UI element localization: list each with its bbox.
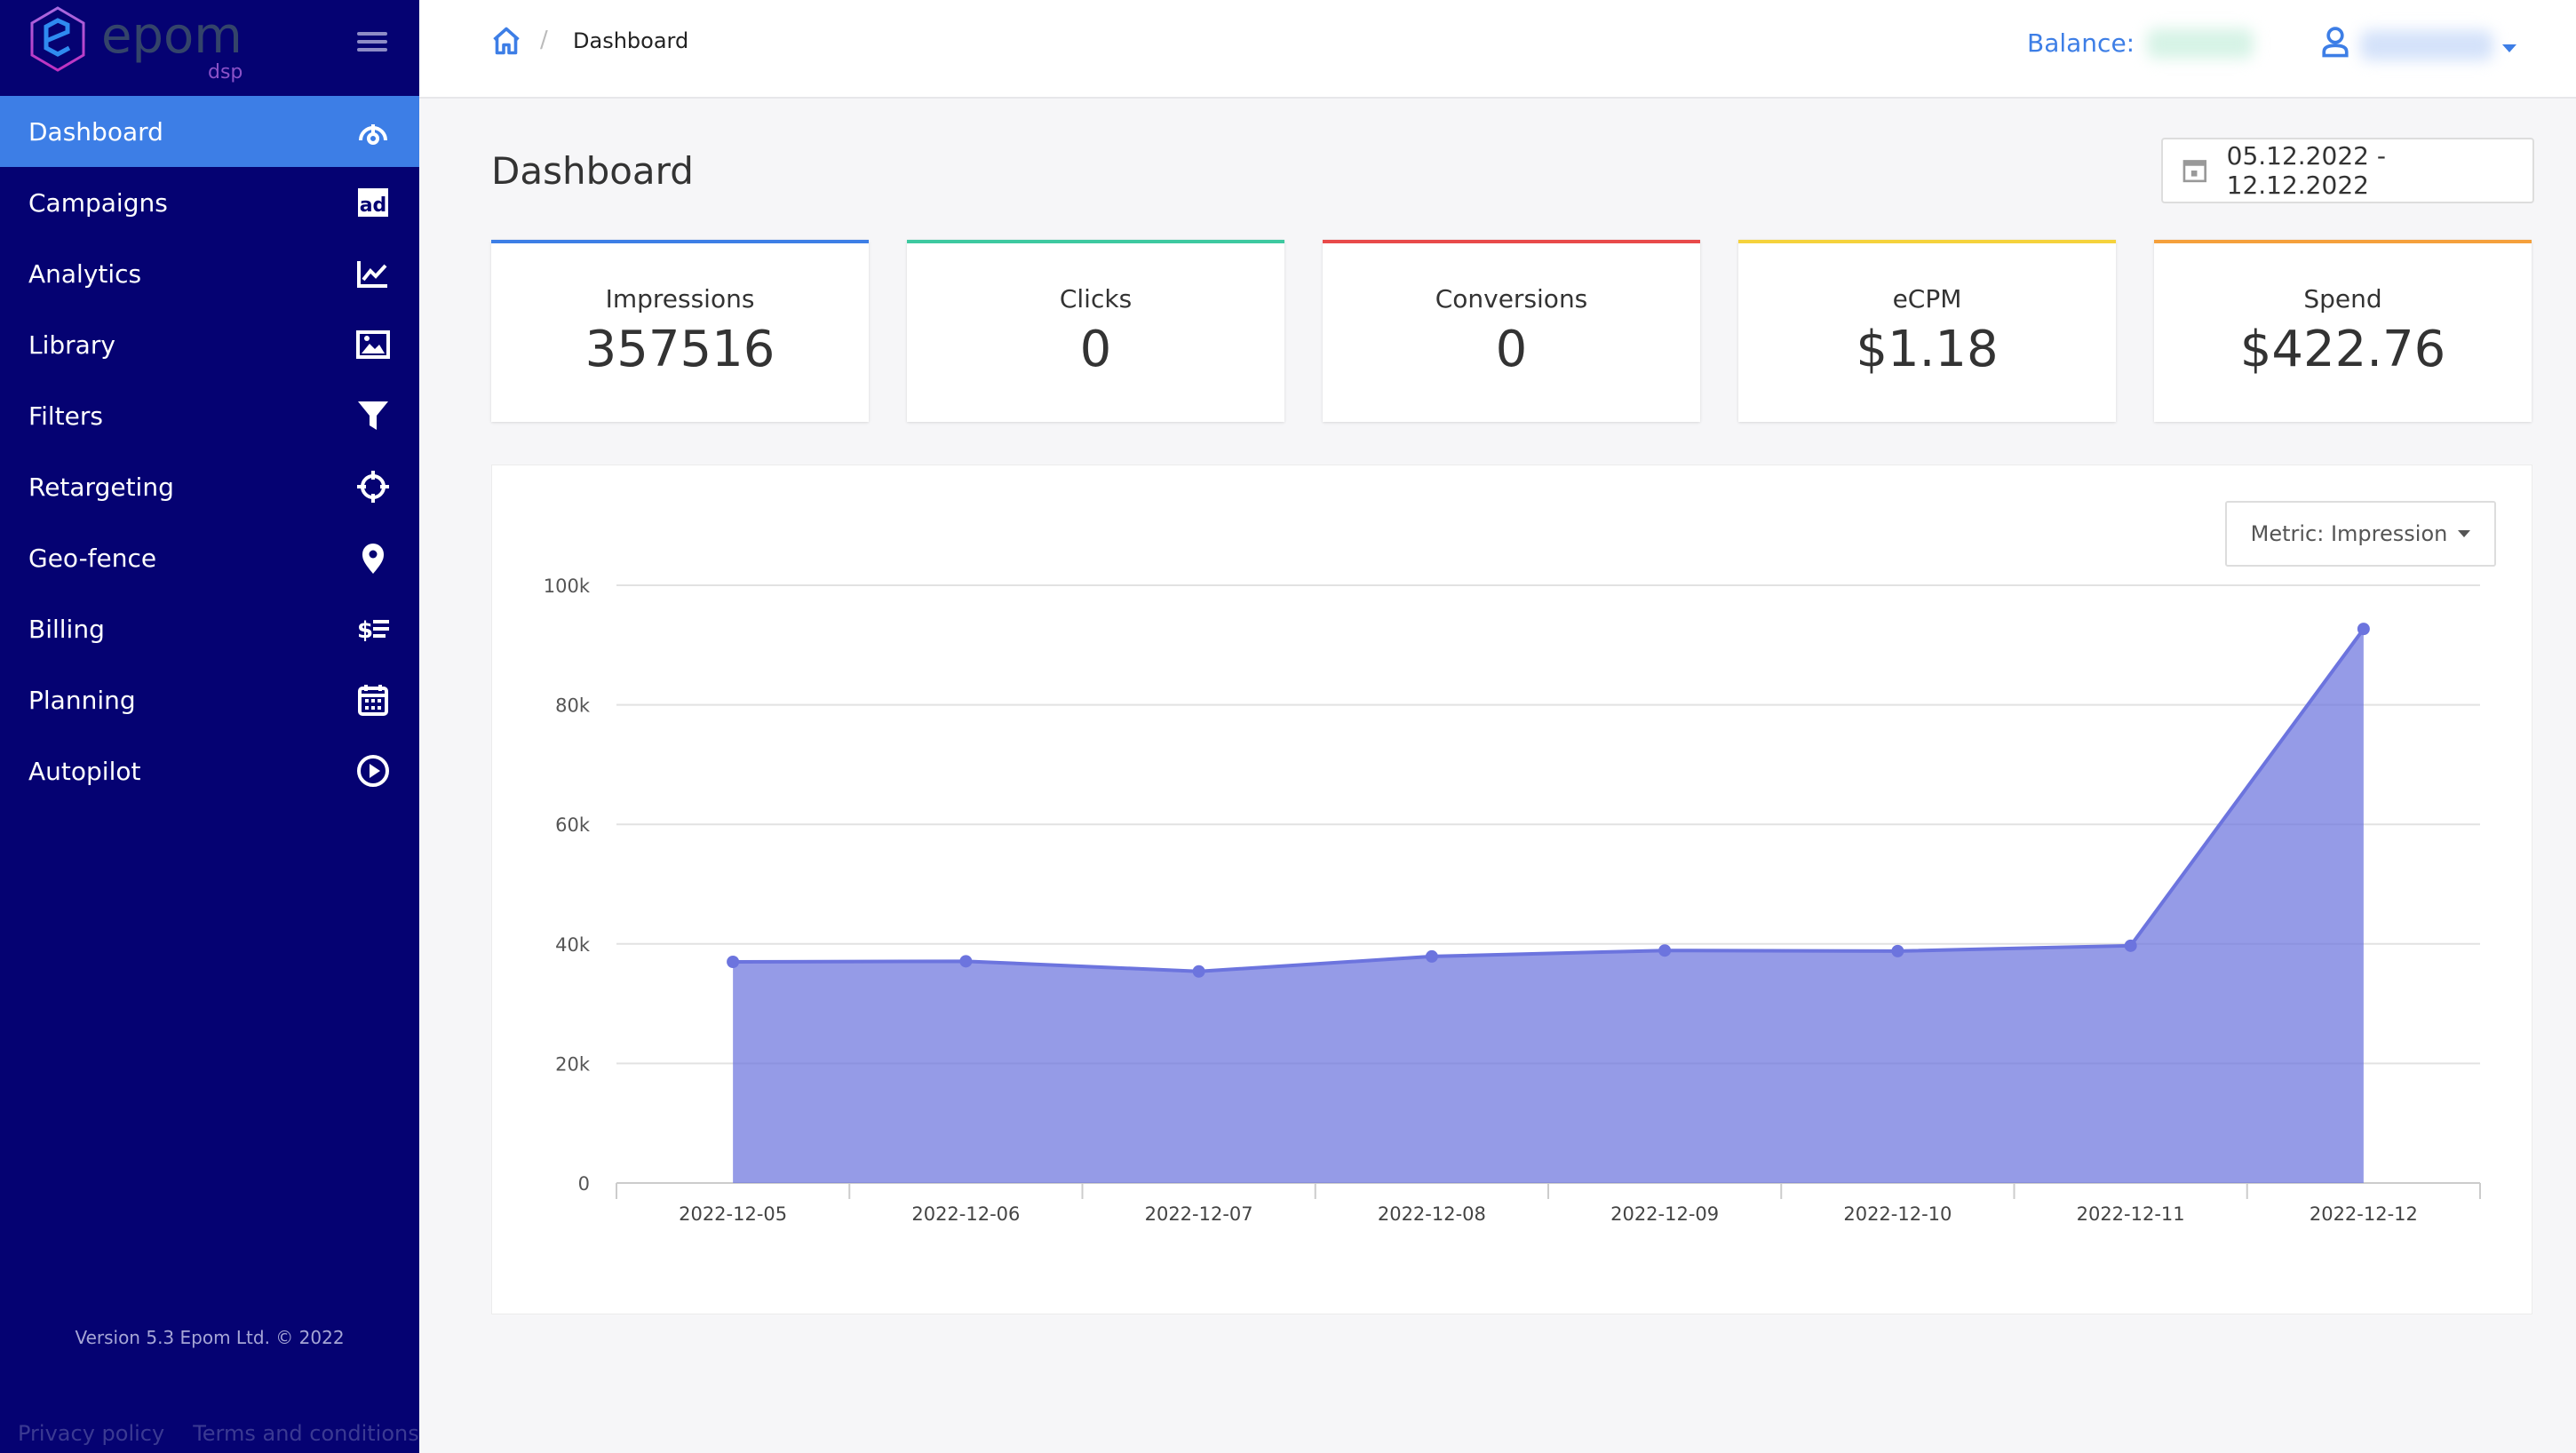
metric-select[interactable]: Metric: Impression xyxy=(2225,501,2496,567)
page-title: Dashboard xyxy=(491,149,694,193)
stat-label: Impressions xyxy=(605,284,755,314)
y-tick-label: 40k xyxy=(555,934,591,956)
sidebar-item-billing[interactable]: Billing $ xyxy=(0,593,419,664)
sidebar-item-dashboard[interactable]: Dashboard xyxy=(0,96,419,167)
sidebar-item-library[interactable]: Library xyxy=(0,309,419,380)
y-tick-label: 100k xyxy=(544,576,591,597)
sidebar-item-label: Retargeting xyxy=(28,472,174,502)
sidebar-item-label: Geo-fence xyxy=(28,543,157,573)
x-tick-label: 2022-12-07 xyxy=(1145,1203,1253,1225)
sidebar-item-label: Dashboard xyxy=(28,116,163,147)
sidebar-item-retargeting[interactable]: Retargeting xyxy=(0,451,419,522)
sidebar-item-campaigns[interactable]: Campaigns ad xyxy=(0,167,419,238)
svg-text:ad: ad xyxy=(360,195,387,217)
sidebar-item-label: Library xyxy=(28,330,115,360)
data-point xyxy=(1891,944,1904,957)
breadcrumb-separator: / xyxy=(540,27,548,53)
sidebar-item-analytics[interactable]: Analytics xyxy=(0,238,419,309)
date-range-value: 05.12.2022 - 12.12.2022 xyxy=(2226,141,2386,200)
crosshair-icon xyxy=(357,471,389,503)
x-tick-label: 2022-12-12 xyxy=(2310,1203,2418,1225)
stat-card-clicks: Clicks 0 xyxy=(907,240,1284,422)
balance-label: Balance: xyxy=(2027,28,2135,58)
sidebar-item-label: Analytics xyxy=(28,258,142,289)
svg-text:epom: epom xyxy=(101,7,242,65)
x-tick-label: 2022-12-10 xyxy=(1843,1203,1952,1225)
stat-label: eCPM xyxy=(1892,284,1962,314)
calendar-icon xyxy=(358,685,388,716)
sidebar-item-geo-fence[interactable]: Geo-fence xyxy=(0,522,419,593)
sidebar-item-filters[interactable]: Filters xyxy=(0,380,419,451)
stat-card-impressions: Impressions 357516 xyxy=(491,240,869,422)
top-header: / Dashboard Balance: xyxy=(419,0,2576,99)
play-circle-icon xyxy=(357,755,389,787)
user-menu-caret-icon[interactable] xyxy=(2502,44,2516,52)
sidebar-item-label: Planning xyxy=(28,685,136,715)
data-point xyxy=(2357,623,2370,636)
chart-line-icon xyxy=(357,261,387,288)
data-point xyxy=(1425,949,1438,963)
filter-icon xyxy=(358,401,388,430)
x-tick-label: 2022-12-06 xyxy=(911,1203,1020,1225)
data-point xyxy=(2124,939,2137,952)
terms-link[interactable]: Terms and conditions xyxy=(193,1421,419,1446)
map-pin-icon xyxy=(362,544,384,574)
privacy-policy-link[interactable]: Privacy policy xyxy=(18,1421,165,1446)
home-icon[interactable] xyxy=(490,25,522,57)
svg-text:$: $ xyxy=(357,617,373,644)
image-icon xyxy=(356,330,390,359)
svg-text:dsp: dsp xyxy=(208,61,242,83)
stat-value: $1.18 xyxy=(1856,321,1999,378)
sidebar-item-autopilot[interactable]: Autopilot xyxy=(0,735,419,806)
gauge-icon xyxy=(359,124,387,145)
series-area xyxy=(733,629,2364,1183)
balance-value-redacted xyxy=(2147,28,2254,59)
stat-card-spend: Spend $422.76 xyxy=(2154,240,2532,422)
epom-logo[interactable]: epom dsp xyxy=(27,4,258,83)
data-point xyxy=(1658,944,1672,957)
y-tick-label: 80k xyxy=(555,695,591,717)
sidebar: epom dsp Dashboard Campaigns ad Analytics Li… xyxy=(0,0,419,1453)
x-tick-label: 2022-12-09 xyxy=(1610,1203,1719,1225)
sidebar-item-label: Autopilot xyxy=(28,756,141,786)
ad-icon: ad xyxy=(358,188,388,217)
sidebar-item-planning[interactable]: Planning xyxy=(0,664,419,735)
chevron-down-icon xyxy=(2458,530,2471,537)
sidebar-item-label: Billing xyxy=(28,614,105,644)
stat-value: 0 xyxy=(1495,321,1528,378)
y-tick-label: 60k xyxy=(555,814,591,836)
x-tick-label: 2022-12-11 xyxy=(2077,1203,2185,1225)
y-tick-label: 20k xyxy=(555,1053,591,1075)
breadcrumb-current: Dashboard xyxy=(573,28,689,53)
menu-toggle-icon[interactable] xyxy=(357,32,387,53)
x-tick-label: 2022-12-05 xyxy=(679,1203,787,1225)
data-point xyxy=(727,955,740,968)
version-text: Version 5.3 Epom Ltd. © 2022 xyxy=(75,1327,345,1348)
billing-icon: $ xyxy=(357,617,389,644)
stat-label: Conversions xyxy=(1435,284,1588,314)
stat-card-ecpm: eCPM $1.18 xyxy=(1738,240,2116,422)
date-range-picker[interactable]: 05.12.2022 - 12.12.2022 xyxy=(2161,138,2534,203)
data-point xyxy=(1192,965,1205,978)
sidebar-item-label: Campaigns xyxy=(28,187,168,218)
y-tick-label: 0 xyxy=(578,1173,590,1195)
stat-value: $422.76 xyxy=(2239,321,2446,378)
stat-value: 0 xyxy=(1079,321,1112,378)
calendar-icon xyxy=(2182,160,2206,183)
series-line xyxy=(733,627,2365,973)
username-redacted[interactable] xyxy=(2360,30,2493,60)
stat-value: 357516 xyxy=(584,321,775,378)
user-icon[interactable] xyxy=(2320,25,2350,59)
sidebar-item-label: Filters xyxy=(28,401,103,431)
metric-select-label: Metric: Impression xyxy=(2250,521,2448,546)
x-tick-label: 2022-12-08 xyxy=(1378,1203,1486,1225)
stat-label: Clicks xyxy=(1059,284,1133,314)
stat-label: Spend xyxy=(2303,284,2382,314)
stat-card-conversions: Conversions 0 xyxy=(1323,240,1700,422)
data-point xyxy=(959,955,973,968)
